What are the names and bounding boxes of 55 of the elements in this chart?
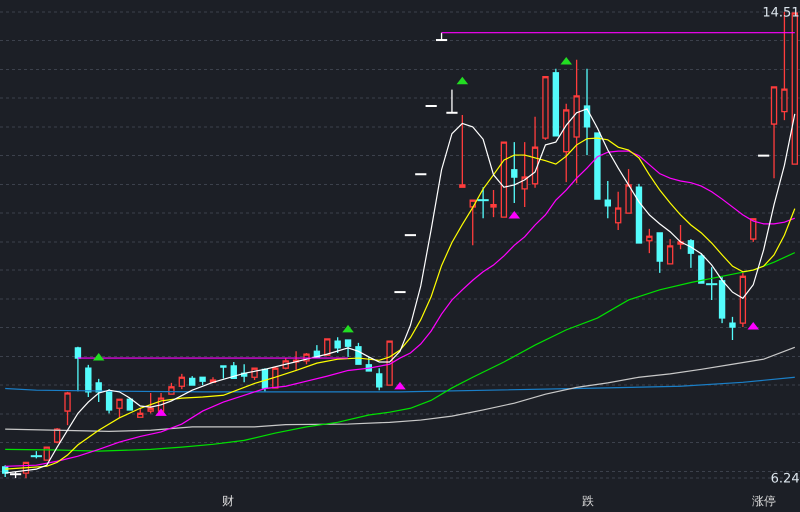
candlestick bbox=[64, 391, 71, 426]
candlestick bbox=[688, 238, 694, 268]
candlestick bbox=[750, 218, 756, 243]
annotation: 财 bbox=[222, 494, 234, 508]
candlestick bbox=[459, 114, 466, 188]
candlestick bbox=[178, 373, 186, 390]
candlestick bbox=[189, 375, 196, 386]
candlestick bbox=[656, 232, 663, 274]
candlestick bbox=[573, 59, 580, 184]
candlestick bbox=[85, 364, 92, 398]
candlestick bbox=[199, 376, 206, 386]
candlestick bbox=[636, 183, 642, 244]
annotation: 涨停 bbox=[752, 494, 776, 508]
y-tick-label: 14.51 bbox=[762, 5, 800, 20]
y-tick-label: 6.24 bbox=[770, 472, 800, 487]
candlestick bbox=[729, 316, 736, 341]
candlestick bbox=[147, 392, 154, 414]
candlestick bbox=[500, 141, 508, 218]
candlestick bbox=[740, 272, 746, 328]
line-series bbox=[4, 346, 796, 432]
candlestick bbox=[563, 103, 570, 183]
candlestick bbox=[137, 408, 144, 418]
candlestick bbox=[324, 338, 330, 356]
line-series bbox=[4, 252, 796, 452]
candlestick bbox=[44, 446, 50, 461]
candlestick bbox=[677, 224, 684, 250]
candlestick bbox=[334, 336, 341, 354]
candlestick bbox=[386, 340, 393, 386]
candlestick bbox=[74, 346, 82, 392]
candlestick bbox=[625, 168, 632, 214]
candlestick bbox=[646, 228, 653, 254]
candlestick bbox=[126, 397, 134, 411]
candlestick bbox=[344, 339, 352, 358]
candlestick bbox=[542, 76, 549, 140]
candlestick bbox=[594, 132, 601, 200]
candlestick bbox=[521, 141, 528, 208]
candlestick bbox=[106, 388, 112, 414]
candlestick bbox=[96, 378, 102, 403]
candlestick bbox=[490, 189, 497, 218]
candlestick bbox=[116, 398, 123, 418]
candlestick bbox=[511, 141, 518, 204]
candlestick bbox=[220, 365, 227, 380]
candlestick bbox=[614, 191, 622, 231]
annotation: 跌 bbox=[582, 494, 594, 508]
candlestick bbox=[604, 180, 611, 219]
candlestick bbox=[230, 361, 237, 380]
candlestick bbox=[532, 116, 538, 188]
candlestick bbox=[666, 238, 674, 265]
candlestick bbox=[240, 364, 248, 383]
candlestick bbox=[376, 368, 382, 391]
line-series bbox=[4, 376, 796, 392]
candlestick bbox=[470, 200, 476, 246]
candlestick bbox=[770, 86, 778, 179]
candlestick bbox=[584, 68, 590, 156]
candlestick bbox=[552, 68, 560, 137]
